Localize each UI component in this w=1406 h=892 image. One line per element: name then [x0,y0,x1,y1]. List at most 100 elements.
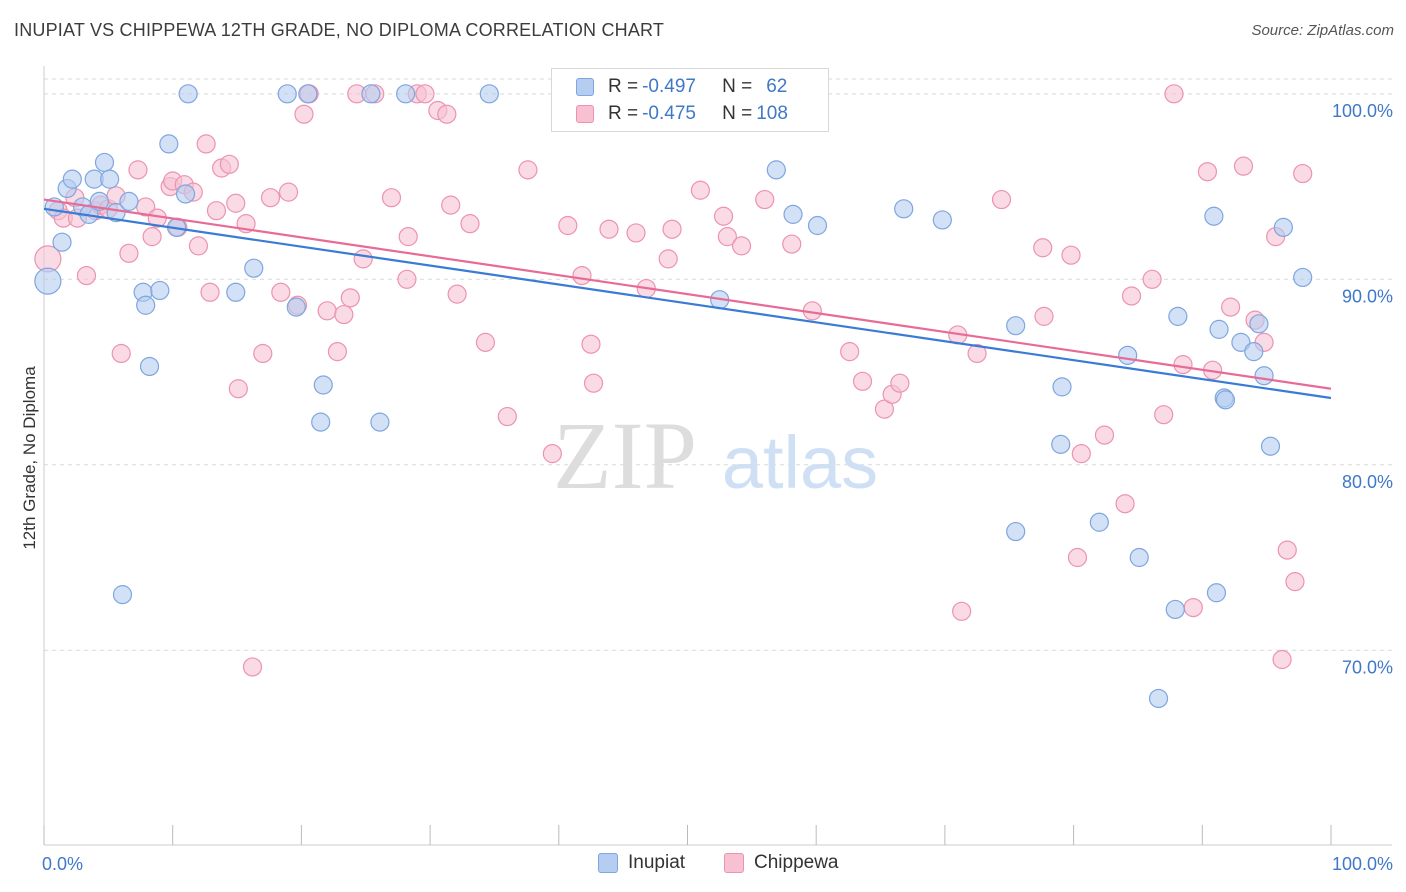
chippewa-point [226,193,246,213]
inupiat-point [1260,436,1281,456]
chippewa-point [852,371,873,391]
chippewa-point [317,301,337,321]
chippewa-point [278,182,299,202]
chippewa-point [196,134,216,154]
inupiat-point [1089,512,1109,532]
chippewa-point [1293,163,1313,184]
chippewa-point [447,284,467,304]
y-tick-label: 70.0% [1342,657,1393,677]
chippewa-point [437,104,457,124]
chippewa-point [327,342,348,362]
chippewa-point [340,288,360,308]
chippewa-point [1173,355,1193,375]
chippewa-point [518,160,538,180]
chippewa-point [1033,238,1053,258]
legend-item-inupiat[interactable]: Inupiat [598,852,685,874]
chippewa-point [1285,572,1305,592]
inupiat-point [311,412,331,432]
inupiat-point [94,152,115,173]
chippewa-point [1061,245,1081,265]
chippewa-point [76,265,97,286]
inupiat-point [100,169,120,189]
chippewa-point [840,342,860,362]
inupiat-point [1249,314,1269,334]
trend-lines [43,198,1332,400]
chippewa-point [475,332,496,352]
chart-title: INUPIAT VS CHIPPEWA 12TH GRADE, NO DIPLO… [14,20,665,40]
chippewa-point [398,227,418,247]
legend-item-chippewa[interactable]: Chippewa [724,852,839,874]
inupiat-point [783,204,803,224]
chippewa-point [334,304,354,325]
inupiat-point [1209,319,1229,339]
inupiat-point [175,184,196,204]
chippewa-point [142,227,162,247]
chippewa-point [874,399,895,419]
inupiat-point [159,134,179,154]
inupiat-point [1118,345,1138,365]
chippewa-point [441,195,461,215]
chippewa-trend-line [43,198,1332,390]
chippewa-point [353,249,373,269]
inupiat-point [1168,306,1188,326]
inupiat-point [52,232,72,252]
chippewa-point [1197,162,1218,182]
inupiat-point [286,297,306,317]
chippewa-point [260,188,281,208]
chippewa-point [119,243,139,263]
inupiat-trend-line [43,207,1332,400]
inupiat-legend-icon [598,853,618,873]
chippewa-point [1277,540,1297,560]
chippewa-point [967,343,987,364]
chippewa-point [397,269,417,289]
chippewa-point [253,343,273,364]
chippewa-legend-icon [724,853,744,873]
correlation-legend: R = -0.497 N = 62 R = -0.475 N = 108 [551,68,829,132]
chippewa-point [658,249,678,269]
chippewa-point [1272,649,1292,670]
inupiat-point [807,215,828,236]
axes [43,66,1392,846]
chippewa-point [890,373,910,393]
chippewa-point [206,201,227,221]
chippewa-point [1071,444,1091,464]
chippewa-point [731,236,752,256]
chippewa-point [1034,306,1054,326]
inupiat-point [396,84,416,104]
chippewa-point [1164,84,1184,104]
inupiat-point [136,295,156,315]
inupiat-point [361,84,381,104]
inupiat-point [89,191,109,211]
inupiat-point [479,84,499,104]
legend-n-value: 108 [756,103,788,124]
chippewa-point [690,180,710,200]
inupiat-point [1051,434,1071,454]
chippewa-point [991,189,1012,210]
x-tick-label: 100.0% [1332,854,1393,874]
chippewa-point [1183,597,1203,618]
inupiat-point [277,84,297,104]
inupiat-point [298,84,318,104]
inupiat-point [370,412,390,432]
chippewa-point [460,214,480,234]
legend-r-value: -0.497 [642,76,696,97]
chippewa-point [271,282,291,302]
inupiat-point [313,375,333,395]
y-axis-label: 12th Grade, No Diploma [20,366,39,550]
inupiat-point [1204,206,1224,226]
inupiat-point [1215,390,1236,410]
chippewa-point [188,236,209,256]
inupiat-point [1052,377,1072,397]
inupiat-point [932,210,952,230]
inupiat-point [150,280,170,301]
legend-row-chippewa: R = -0.475 N = 108 [576,102,788,126]
inupiat-point [1206,583,1227,603]
watermark-atlas: atlas [722,421,878,504]
chippewa-point [581,334,601,354]
series-chippewa-points [34,84,1313,677]
chippewa-point [558,215,578,236]
legend-label-inupiat: Inupiat [628,852,686,873]
y-tick-label: 100.0% [1332,101,1393,121]
series-legend: Inupiat Chippewa [0,852,1406,878]
